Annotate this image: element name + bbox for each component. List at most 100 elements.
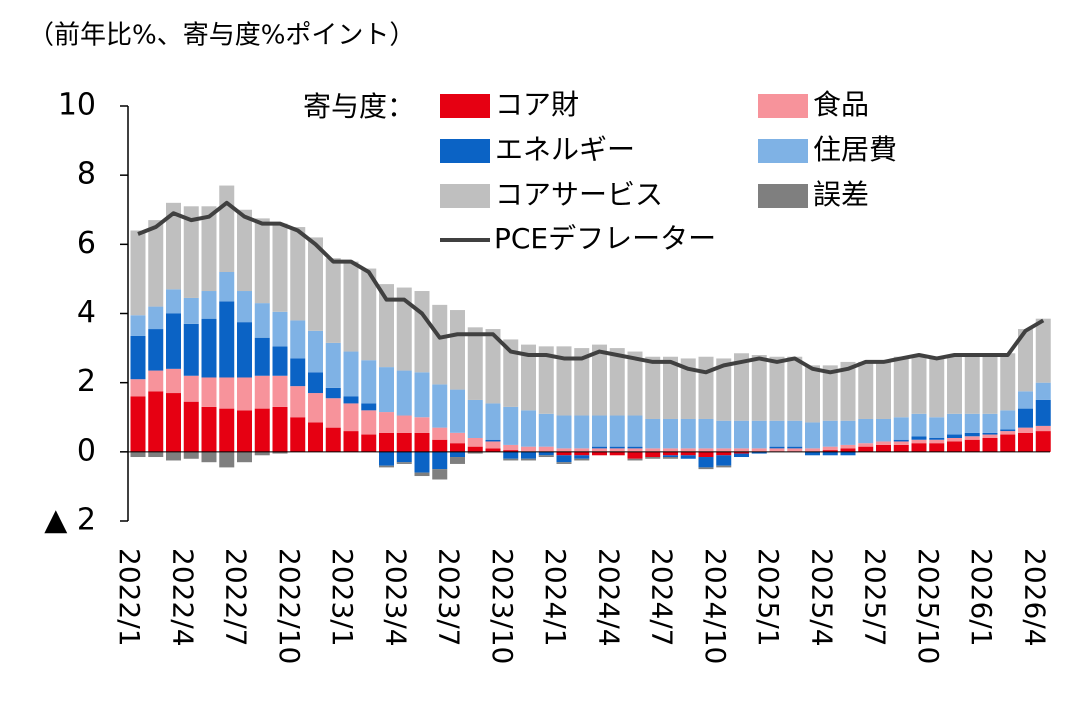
bar-segment [325, 398, 341, 428]
legend-label: 食品 [813, 88, 869, 121]
bar-segment [1000, 434, 1016, 452]
legend-swatch [440, 139, 490, 163]
bar-segment [219, 377, 235, 409]
bar-segment [787, 356, 803, 421]
bar-segment [237, 377, 252, 411]
bar-segment [414, 432, 430, 452]
bar-segment [432, 384, 448, 428]
legend-swatch [758, 94, 808, 118]
bar-segment [538, 346, 554, 414]
bar-segment [698, 356, 714, 419]
bar-segment [237, 451, 252, 463]
bar-segment [290, 320, 306, 359]
bar-segment [947, 413, 962, 435]
bar-segment [237, 209, 252, 292]
bar-segment [325, 258, 341, 343]
bar-segment [822, 450, 838, 452]
bar-segment [521, 410, 536, 447]
bar-segment [964, 353, 980, 414]
bar-segment [911, 443, 927, 452]
bar-segment [201, 377, 217, 407]
x-tick-label: 2023/7 [433, 548, 466, 647]
bar-segment [805, 451, 820, 456]
bar-segment [148, 370, 164, 392]
bar-segment [964, 436, 980, 440]
bar-segment [787, 420, 803, 447]
legend-label: コア財 [495, 88, 579, 121]
bar-segment [982, 413, 998, 433]
bar-segment [680, 448, 696, 452]
bar-segment [396, 287, 412, 371]
legend-label: エネルギー [495, 133, 635, 166]
y-tick-label: ▲ 2 [44, 503, 96, 538]
bar-segment [148, 391, 164, 452]
bar-segment [521, 446, 536, 452]
bar-segment [556, 462, 572, 464]
x-tick-label: 2026/1 [965, 548, 998, 647]
bar-segment [769, 420, 785, 447]
bar-segment [325, 427, 341, 452]
bar-segment [503, 339, 519, 407]
bar-segment [840, 444, 856, 449]
bar-segment [1018, 427, 1033, 433]
bar-segment [467, 327, 483, 400]
bar-segment [503, 444, 519, 451]
bar-segment [272, 375, 288, 407]
bar-segment [379, 451, 394, 466]
x-tick-label: 2024/4 [592, 548, 625, 647]
bar-segment [148, 220, 164, 307]
bar-segment [627, 451, 643, 459]
legend-title: 寄与度： [303, 90, 415, 123]
bar-segment [130, 315, 146, 336]
chart-title: （前年比%、寄与度%ポイント） [28, 21, 415, 51]
bar-segment [822, 420, 838, 447]
bar-segment [503, 451, 519, 459]
bar-segment [574, 348, 590, 416]
bar-segment [680, 418, 696, 449]
bar-segment [911, 356, 927, 414]
bar-segment [556, 455, 572, 463]
bar-segment [290, 386, 306, 418]
bar-segment [556, 346, 572, 416]
bar-segment [521, 458, 536, 461]
bar-segment [1035, 425, 1051, 432]
bar-segment [982, 438, 998, 452]
bar-segment [272, 223, 288, 312]
bar-segment [503, 450, 519, 452]
bar-segment [538, 455, 554, 458]
bar-segment [1000, 429, 1016, 432]
bar-segment [1000, 431, 1016, 435]
bar-segment [876, 441, 891, 445]
bar-segment [521, 451, 536, 459]
bar-segment [308, 330, 323, 373]
legend-swatch [758, 184, 808, 208]
bar-segment [166, 451, 181, 461]
bar-segment [645, 457, 661, 459]
bar-segment [982, 353, 998, 414]
bar-segment [893, 417, 909, 440]
bar-segment [805, 448, 820, 452]
bar-segment [556, 415, 572, 449]
bar-segment [627, 351, 643, 416]
bar-segment [379, 465, 394, 468]
bar-segment [1000, 353, 1016, 411]
bar-segment [538, 451, 554, 456]
bar-segment [379, 432, 394, 452]
bar-segment [574, 455, 590, 459]
bar-segment [840, 361, 856, 421]
bar-segment [574, 458, 590, 461]
x-tick-label: 2025/10 [912, 548, 945, 664]
bar-segment [467, 438, 483, 447]
bar-segment [805, 365, 820, 423]
bar-segment [361, 403, 377, 411]
bar-segment [308, 422, 323, 452]
bar-segment [574, 451, 590, 456]
bar-segment [911, 413, 927, 437]
bar-segment [592, 415, 607, 447]
bar-segment [414, 451, 430, 473]
legend-label: PCEデフレーター [494, 222, 716, 255]
x-tick-label: 2024/10 [699, 548, 732, 664]
bar-segment [485, 329, 501, 404]
bar-segment [379, 367, 394, 413]
bar-segment [308, 393, 323, 423]
